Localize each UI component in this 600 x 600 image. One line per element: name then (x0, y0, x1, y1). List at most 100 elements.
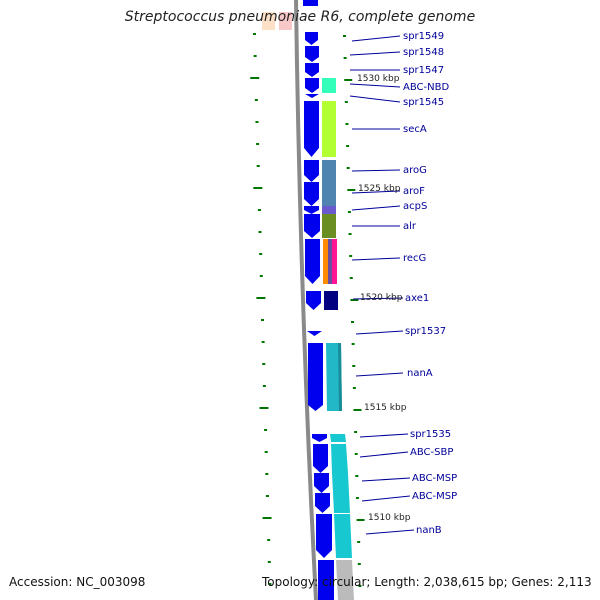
tick-major-right (356, 519, 365, 521)
position-marker-1520: 1520 kbp (360, 293, 403, 303)
gene-label-spr1547: spr1547 (403, 65, 444, 76)
tick-minor-left (253, 55, 257, 57)
tick-minor-left (265, 473, 269, 475)
gene-label-spr1545: spr1545 (403, 97, 444, 108)
gene-label-spr1548: spr1548 (403, 47, 444, 58)
cds-arrow-axe1 (306, 291, 321, 310)
gene-label-abc-sbp: ABC-SBP (410, 447, 453, 458)
tick-minor-right (352, 365, 356, 367)
gene-label-nana: nanA (407, 368, 433, 379)
tick-minor-left (262, 385, 266, 387)
cds-arrow-spr1549 (305, 32, 318, 45)
tick-minor-left (261, 341, 265, 343)
cds-arrow-spr1537 (307, 331, 322, 336)
tick-minor-right (343, 57, 347, 59)
tick-minor-left (258, 231, 262, 233)
tick-minor-left (267, 539, 271, 541)
tick-major-left (262, 517, 272, 519)
gene-label-spr1537: spr1537 (405, 326, 446, 337)
cds-arrow-spr1547 (305, 63, 319, 77)
map-title: Streptococcus pneumoniae R6, complete ge… (124, 9, 476, 25)
gene-label-abc-nbd: ABC-NBD (403, 82, 449, 93)
tick-minor-right (355, 475, 359, 477)
tick-major-left (250, 77, 260, 79)
gene-label-acps: acpS (403, 201, 427, 212)
cog-bar-recg-a (323, 239, 328, 284)
tick-major-right (350, 299, 359, 301)
tick-minor-left (255, 121, 259, 123)
tick-minor-right (349, 255, 353, 257)
cds-arrow-spr1545 (305, 94, 319, 98)
cog-bar-alr (322, 214, 336, 238)
tick-minor-right (352, 387, 356, 389)
cog-bar-nana-edge (338, 343, 342, 411)
tick-minor-right (354, 453, 358, 455)
faint-feature-top-2 (279, 12, 292, 30)
label-leader-lines (349, 35, 415, 535)
cds-arrow-abc-nbd (305, 78, 319, 93)
tick-major-left (256, 297, 266, 299)
cog-bar-bottom (336, 560, 354, 600)
accession-text: Accession: NC_003098 (9, 575, 146, 589)
position-marker-1510: 1510 kbp (368, 513, 411, 523)
cds-arrow-spr1535 (312, 434, 327, 442)
tick-minor-right (345, 123, 349, 125)
tick-minor-right (347, 211, 351, 213)
tick-minor-left (259, 275, 263, 277)
gene-label-abc-msp-1: ABC-MSP (412, 473, 457, 484)
gene-label-arog: aroG (403, 165, 427, 176)
tick-minor-right (348, 233, 352, 235)
tick-major-left (259, 407, 269, 409)
tick-minor-left (256, 165, 260, 167)
cds-top-partial (303, 0, 318, 6)
tick-minor-left (256, 143, 260, 145)
gene-label-nanb: nanB (416, 525, 442, 536)
tick-minor-right (343, 35, 346, 37)
tick-minor-right (346, 145, 350, 147)
position-marker-1515: 1515 kbp (364, 403, 407, 413)
tick-minor-left (261, 319, 265, 321)
gene-label-axe1: axe1 (405, 293, 429, 304)
cog-category-bars (322, 78, 354, 600)
tick-minor-right (351, 343, 355, 345)
tick-minor-left (264, 429, 268, 431)
cds-arrow-seca (304, 101, 319, 157)
gene-label-spr1549: spr1549 (403, 31, 444, 42)
tick-major-left (253, 187, 263, 189)
tick-major-right (347, 189, 356, 191)
tick-minor-left (253, 33, 256, 35)
gene-label-spr1535: spr1535 (410, 429, 451, 440)
tick-minor-right (351, 321, 355, 323)
cds-arrow-alr (304, 214, 320, 238)
cds-arrow-recg (305, 239, 320, 284)
tick-minor-right (357, 563, 361, 565)
tick-minor-left (257, 209, 261, 211)
position-marker-1525: 1525 kbp (358, 184, 401, 194)
tick-minor-left (264, 451, 268, 453)
position-marker-1530: 1530 kbp (357, 74, 400, 84)
cog-bar-arog (322, 160, 336, 182)
cds-arrow-bottom (318, 560, 334, 600)
cog-bar-axe1 (324, 291, 338, 310)
cog-bar-abc-msp-1 (332, 473, 349, 493)
cog-bar-abc-sbp (331, 444, 348, 473)
tick-marks (250, 33, 365, 587)
tick-minor-left (254, 99, 258, 101)
cds-arrow-nanb (316, 514, 332, 558)
tick-minor-right (344, 101, 348, 103)
tick-minor-left (262, 363, 266, 365)
tick-minor-right (349, 277, 353, 279)
gene-label-seca: secA (403, 124, 427, 135)
cog-bar-nana (326, 343, 342, 411)
cds-arrows (304, 32, 334, 600)
tick-minor-right (354, 431, 358, 433)
cds-arrow-spr1548 (305, 46, 319, 62)
tick-minor-left (259, 253, 263, 255)
cog-bar-seca (322, 101, 336, 157)
cog-bar-nanb (334, 514, 352, 558)
cog-bar-spr1535 (330, 434, 346, 442)
gene-label-alr: alr (403, 221, 417, 232)
cds-arrow-arog (304, 160, 319, 182)
cog-bar-abc-msp-2 (333, 493, 350, 513)
